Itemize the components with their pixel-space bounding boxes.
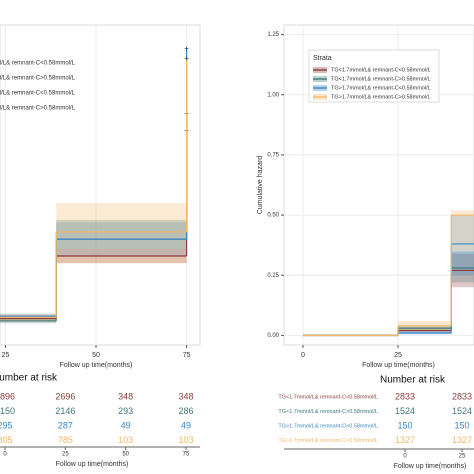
table-cell: 2146 xyxy=(55,406,75,416)
y-tick-label: 1.00 xyxy=(267,92,279,98)
table-title: Number at risk xyxy=(380,375,446,386)
table-cell: 1524 xyxy=(452,406,472,416)
legend-label: TG>1.7mmol/L& remnant-C>0.58mmol/L xyxy=(331,94,431,100)
table-cell: 49 xyxy=(121,420,131,430)
legend-label: TG>1.7mmol/L& remnant-C<0.58mmol/L xyxy=(331,85,431,91)
table-tick-label: 50 xyxy=(122,452,129,458)
ci-band xyxy=(451,251,474,283)
y-axis-label: Cumulative hazard xyxy=(257,156,264,214)
table-title: Number at risk xyxy=(0,373,58,384)
legend-label: TG<1.7mmol/L& remnant-C<0.58mmol/L xyxy=(0,61,76,67)
table-row-label: TG<1.7mmol/L& remnant-C<0.58mmol/L xyxy=(278,394,378,400)
ci-band xyxy=(451,215,474,276)
table-cell: 287 xyxy=(58,420,73,430)
x-tick-label: 0 xyxy=(301,352,305,359)
x-axis-label: Follow up time(months) xyxy=(362,362,435,369)
censor-mark: + xyxy=(184,54,189,63)
table-tick-label: 75 xyxy=(183,452,190,458)
table-cell: 2833 xyxy=(395,391,415,401)
table-cell: 348 xyxy=(178,391,193,401)
y-tick-label: 0.75 xyxy=(267,153,279,159)
table-cell: 785 xyxy=(58,435,73,445)
legend-label: TG<1.7mmol/L& remnant-C>0.58mmol/L xyxy=(0,76,76,82)
x-tick-label: 75 xyxy=(183,352,191,359)
table-cell: 348 xyxy=(118,391,133,401)
plot-background xyxy=(0,24,201,346)
ci-band xyxy=(451,210,474,252)
table-cell: 49 xyxy=(181,420,191,430)
table-cell: 2833 xyxy=(452,391,472,401)
table-cell: 1524 xyxy=(395,406,415,416)
table-tick-label: 0 xyxy=(403,454,407,460)
table-tick-label: 0 xyxy=(3,452,7,458)
y-tick-label: 0.50 xyxy=(267,213,279,219)
table-cell: 805 xyxy=(0,435,13,445)
table-cell: 2696 xyxy=(55,391,75,401)
table-tick-label: 25 xyxy=(62,452,69,458)
legend-label: TG>1.7mmol/L& remnant-C>0.58mmol/L xyxy=(0,106,76,112)
table-cell: 286 xyxy=(178,406,193,416)
table-cell: 103 xyxy=(118,435,133,445)
x-tick-label: 25 xyxy=(394,352,402,359)
table-x-label: Follow up time(months) xyxy=(394,463,467,470)
y-tick-label: 0.00 xyxy=(267,333,279,339)
table-row-label: TG>1.7mmol/L& remnant-C>0.58mmol/L xyxy=(278,438,378,444)
table-row-label: TG>1.7mmol/L& remnant-C<0.58mmol/L xyxy=(278,423,378,429)
legend-label: TG<1.7mmol/L& remnant-C>0.58mmol/L xyxy=(331,76,431,82)
table-tick-label: 25 xyxy=(459,454,466,460)
table-cell: 1327 xyxy=(452,435,472,445)
ci-band xyxy=(56,219,187,249)
censor-mark: + xyxy=(184,44,189,53)
table-cell: 293 xyxy=(118,406,133,416)
table-cell: 2896 xyxy=(0,391,15,401)
x-tick-label: 25 xyxy=(2,352,10,359)
table-cell: 295 xyxy=(0,420,13,430)
legend-label: TG>1.7mmol/L& remnant-C<0.58mmol/L xyxy=(0,91,76,97)
legend-box xyxy=(308,49,440,103)
x-tick-label: 50 xyxy=(92,352,100,359)
table-cell: 150 xyxy=(397,420,412,430)
table-cell: 2150 xyxy=(0,406,15,416)
table-cell: 1327 xyxy=(395,435,415,445)
legend-label: TG<1.7mmol/L& remnant-C<0.58mmol/L xyxy=(331,67,431,73)
legend-title: Strata xyxy=(313,55,332,62)
table-x-label: Follow up time(months) xyxy=(56,461,129,468)
table-cell: 150 xyxy=(454,420,469,430)
table-cell: 103 xyxy=(178,435,193,445)
table-row-label: TG<1.7mmol/L& remnant-C>0.58mmol/L xyxy=(278,409,378,415)
y-tick-label: 1.25 xyxy=(267,32,279,38)
ci-band xyxy=(56,203,187,264)
ci-band xyxy=(398,330,452,335)
x-axis-label: Follow up time(months) xyxy=(60,362,133,369)
y-tick-label: 0.25 xyxy=(267,273,279,279)
